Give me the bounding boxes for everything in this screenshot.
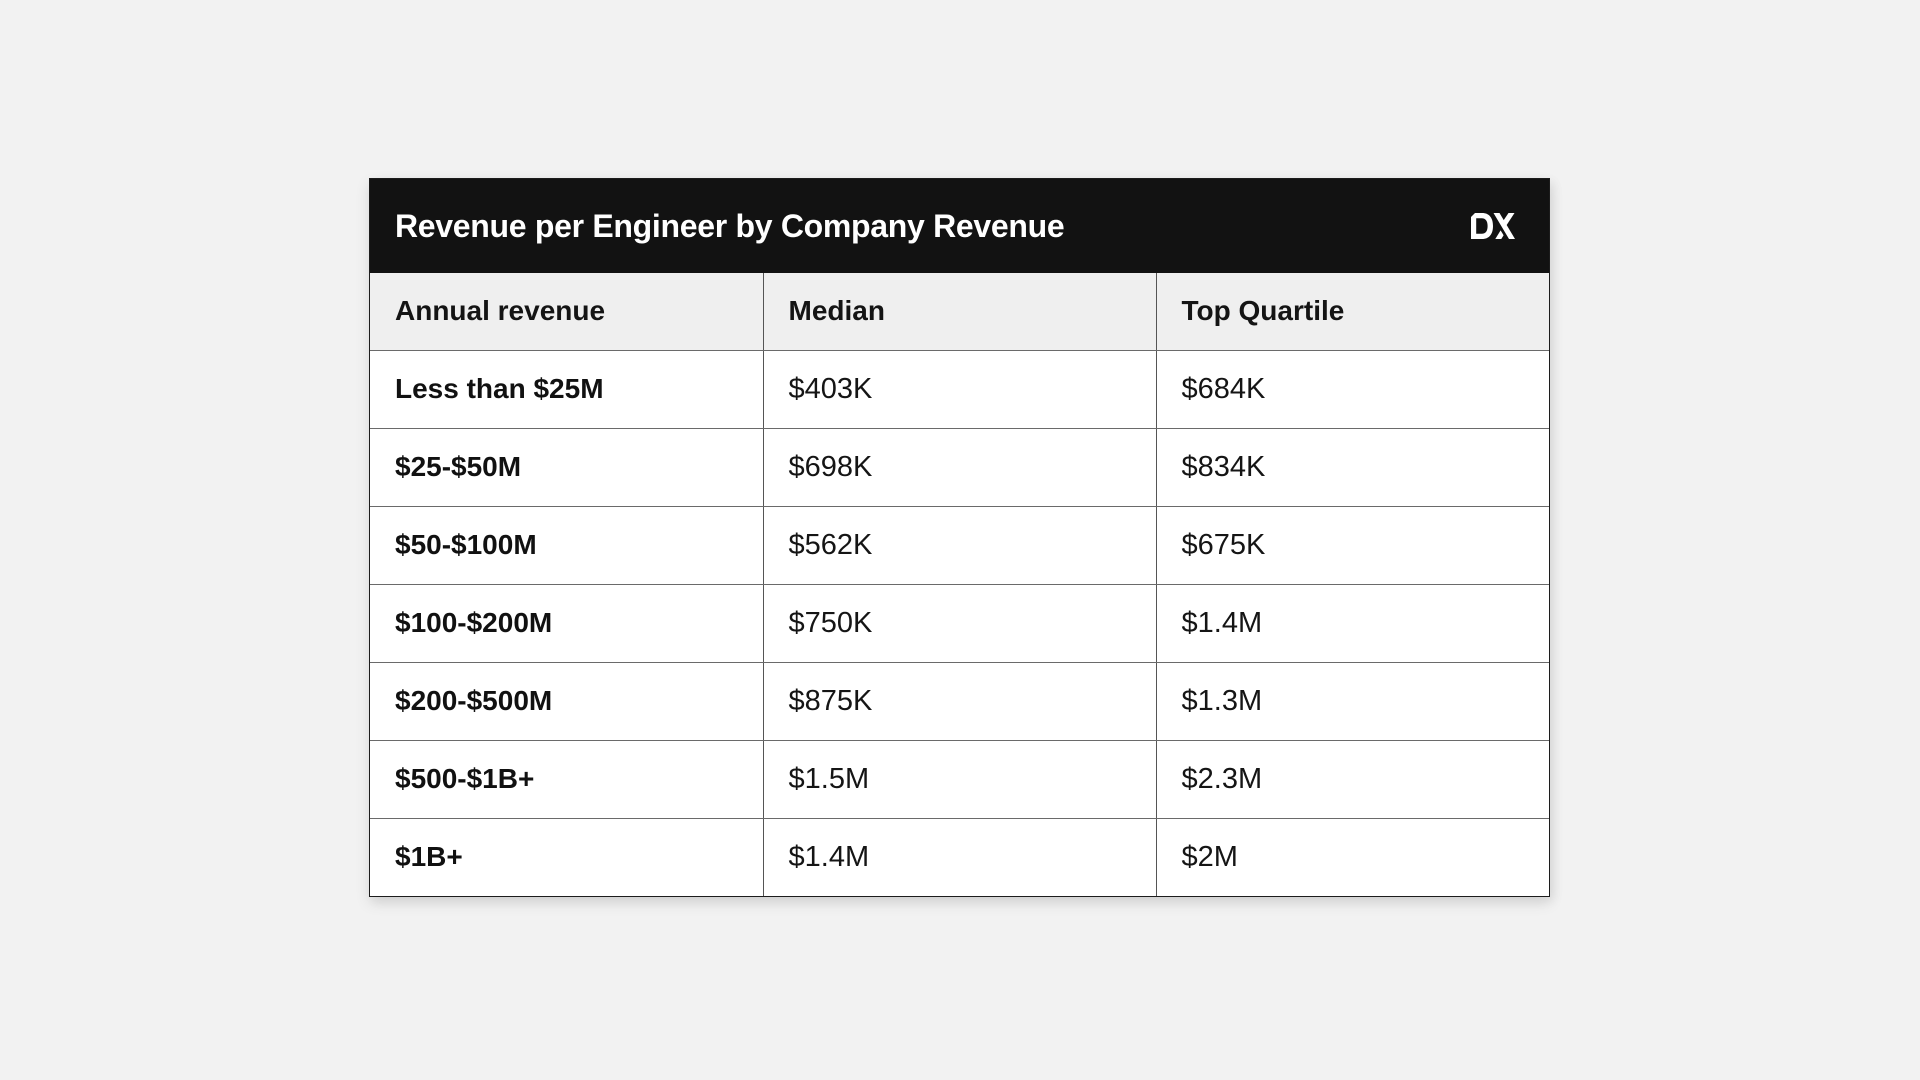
annual-revenue-cell: $25-$50M (370, 428, 764, 507)
top-quartile-cell: $1.3M (1156, 662, 1549, 741)
column-header-annual-revenue: Annual revenue (370, 273, 764, 351)
dx-logo-icon (1471, 213, 1515, 239)
median-cell: $1.4M (763, 818, 1157, 896)
table-row: $1B+ $1.4M $2M (370, 818, 1549, 896)
top-quartile-cell: $2.3M (1156, 740, 1549, 819)
table-row: $100-$200M $750K $1.4M (370, 584, 1549, 663)
median-cell: $562K (763, 506, 1157, 585)
annual-revenue-cell: Less than $25M (370, 350, 764, 429)
table-header-row: Annual revenue Median Top Quartile (370, 273, 1549, 351)
table-row: $50-$100M $562K $675K (370, 506, 1549, 585)
table-row: $25-$50M $698K $834K (370, 428, 1549, 507)
annual-revenue-cell: $500-$1B+ (370, 740, 764, 819)
table-row: Less than $25M $403K $684K (370, 350, 1549, 429)
median-cell: $403K (763, 350, 1157, 429)
annual-revenue-cell: $200-$500M (370, 662, 764, 741)
median-cell: $750K (763, 584, 1157, 663)
table-row: $200-$500M $875K $1.3M (370, 662, 1549, 741)
top-quartile-cell: $684K (1156, 350, 1549, 429)
annual-revenue-cell: $100-$200M (370, 584, 764, 663)
top-quartile-cell: $2M (1181, 840, 1238, 873)
median-cell: $698K (763, 428, 1157, 507)
top-quartile-cell: $675K (1156, 506, 1549, 585)
column-header-top-quartile: Top Quartile (1156, 273, 1549, 351)
table-row: $500-$1B+ $1.5M $2.3M (370, 740, 1549, 819)
median-cell: $1.5M (763, 740, 1157, 819)
annual-revenue-cell: $50-$100M (370, 506, 764, 585)
revenue-per-engineer-card: Revenue per Engineer by Company Revenue … (369, 178, 1550, 897)
annual-revenue-cell: $1B+ (370, 818, 764, 896)
top-quartile-cell: $1.4M (1156, 584, 1549, 663)
median-cell: $875K (763, 662, 1157, 741)
revenue-table: Annual revenue Median Top Quartile Less … (370, 273, 1549, 896)
top-quartile-cell: $834K (1156, 428, 1549, 507)
title-bar: Revenue per Engineer by Company Revenue (370, 179, 1549, 273)
card-title: Revenue per Engineer by Company Revenue (395, 207, 1065, 244)
column-header-median: Median (763, 273, 1157, 351)
